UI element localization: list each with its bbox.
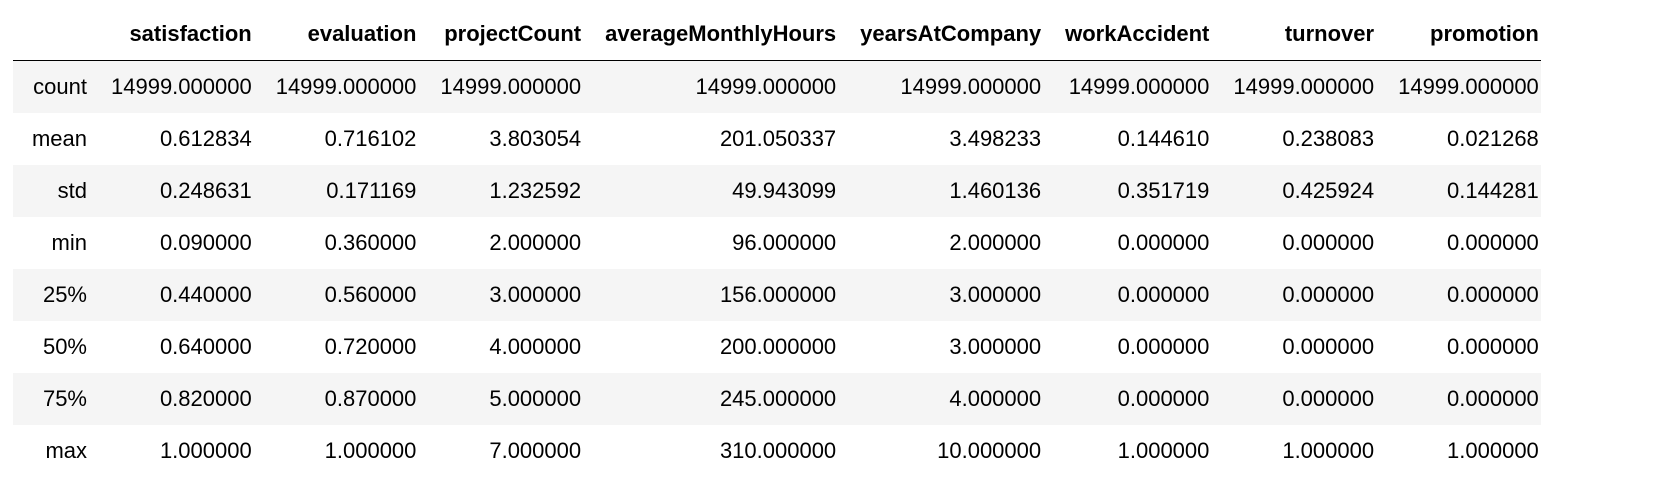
table-cell: 5.000000 xyxy=(489,386,582,411)
row-index-label: std xyxy=(57,178,87,203)
table-cell: 156.000000 xyxy=(719,282,837,307)
column-header: workAccident xyxy=(1041,8,1210,61)
table-cell: 0.612834 xyxy=(159,126,252,151)
table-row: count 14999.000000 14999.000000 14999.00000… xyxy=(13,60,1541,113)
table-cell: 0.000000 xyxy=(1117,230,1210,255)
row-index-label: 75% xyxy=(42,386,87,411)
row-index-label: 50% xyxy=(42,334,87,359)
table-cell: 0.238083 xyxy=(1282,126,1375,151)
table-cell: 0.144281 xyxy=(1447,178,1539,203)
table-cell: 2.000000 xyxy=(489,230,582,255)
table-cell: 0.000000 xyxy=(1447,386,1539,411)
column-header: promotion xyxy=(1374,8,1541,61)
table-cell: 0.090000 xyxy=(159,230,252,255)
row-index-label: max xyxy=(45,438,87,463)
table-cell: 4.000000 xyxy=(489,334,582,359)
table-cell: 1.000000 xyxy=(1282,438,1375,463)
table-cell: 1.460136 xyxy=(949,178,1042,203)
column-header: satisfaction xyxy=(87,8,252,61)
table-cell: 0.144610 xyxy=(1117,126,1210,151)
table-cell: 1.000000 xyxy=(324,438,417,463)
table-cell: 0.351719 xyxy=(1117,178,1210,203)
table-row: 50% 0.640000 0.720000 4.000000 200.000000 3.0… xyxy=(13,321,1541,373)
table-cell: 0.000000 xyxy=(1282,334,1375,359)
table-cell: 3.803054 xyxy=(489,126,582,151)
table-cell: 1.000000 xyxy=(1117,438,1210,463)
table-cell: 0.440000 xyxy=(159,282,252,307)
header-row: satisfaction evaluation projectCount ave… xyxy=(13,8,1541,61)
table-cell: 96.000000 xyxy=(732,230,837,255)
table-cell: 14999.000000 xyxy=(695,74,837,99)
table-cell: 0.716102 xyxy=(324,126,417,151)
table-cell: 0.000000 xyxy=(1117,386,1210,411)
column-header: averageMonthlyHours xyxy=(581,8,837,61)
row-index-label: count xyxy=(33,74,87,99)
table-cell: 0.360000 xyxy=(324,230,417,255)
table-row: min 0.090000 0.360000 2.000000 96.000000 2.00… xyxy=(13,217,1541,269)
table-cell: 0.000000 xyxy=(1117,334,1210,359)
table-cell: 0.000000 xyxy=(1447,334,1539,359)
dataframe-output: satisfaction evaluation projectCount ave… xyxy=(13,8,1541,477)
table-cell: 14999.000000 xyxy=(111,74,252,99)
table-cell: 245.000000 xyxy=(719,386,837,411)
table-cell: 1.232592 xyxy=(489,178,582,203)
table-cell: 3.498233 xyxy=(949,126,1042,151)
table-row: 75% 0.820000 0.870000 5.000000 245.000000 4.0… xyxy=(13,373,1541,425)
row-index-label: mean xyxy=(31,126,87,151)
table-cell: 3.000000 xyxy=(489,282,582,307)
table-cell: 0.425924 xyxy=(1282,178,1375,203)
table-cell: 0.000000 xyxy=(1117,282,1210,307)
table-cell: 7.000000 xyxy=(489,438,582,463)
table-cell: 0.560000 xyxy=(324,282,417,307)
table-cell: 1.000000 xyxy=(159,438,252,463)
table-cell: 0.870000 xyxy=(324,386,417,411)
table-cell: 3.000000 xyxy=(949,334,1042,359)
table-cell: 0.640000 xyxy=(159,334,252,359)
table-cell: 0.000000 xyxy=(1282,230,1375,255)
table-cell: 14999.000000 xyxy=(275,74,417,99)
table-cell: 310.000000 xyxy=(719,438,837,463)
table-cell: 0.720000 xyxy=(324,334,417,359)
table-cell: 14999.000000 xyxy=(900,74,1042,99)
column-header: evaluation xyxy=(251,8,417,61)
table-cell: 0.000000 xyxy=(1282,386,1375,411)
row-index-label: min xyxy=(51,230,87,255)
table-row: 25% 0.440000 0.560000 3.000000 156.000000 3.0… xyxy=(13,269,1541,321)
table-cell: 0.820000 xyxy=(159,386,252,411)
column-header: projectCount xyxy=(416,8,582,61)
table-cell: 49.943099 xyxy=(732,178,837,203)
table-cell: 201.050337 xyxy=(719,126,837,151)
table-cell: 3.000000 xyxy=(949,282,1042,307)
table-cell: 200.000000 xyxy=(719,334,837,359)
table-cell: 14999.000000 xyxy=(440,74,582,99)
table-cell: 0.000000 xyxy=(1447,230,1539,255)
column-header: turnover xyxy=(1209,8,1375,61)
row-index-label: 25% xyxy=(42,282,87,307)
table-cell: 10.000000 xyxy=(937,438,1042,463)
table-cell: 4.000000 xyxy=(949,386,1042,411)
column-header: yearsAtCompany xyxy=(836,8,1042,61)
table-cell: 14999.000000 xyxy=(1233,74,1375,99)
table-body: count 14999.000000 14999.000000 14999.00000… xyxy=(13,60,1541,477)
table-row: mean 0.612834 0.716102 3.803054 201.050337 3.… xyxy=(13,113,1541,165)
table-cell: 0.000000 xyxy=(1282,282,1375,307)
table-cell: 0.021268 xyxy=(1447,126,1539,151)
table-row: std 0.248631 0.171169 1.232592 49.943099 1.46… xyxy=(13,165,1541,217)
table-row: max 1.000000 1.000000 7.000000 310.000000 10.… xyxy=(13,425,1541,477)
describe-table: satisfaction evaluation projectCount ave… xyxy=(13,8,1541,477)
table-cell: 14999.000000 xyxy=(1398,74,1539,99)
table-cell: 2.000000 xyxy=(949,230,1042,255)
table-cell: 14999.000000 xyxy=(1068,74,1210,99)
table-cell: 0.171169 xyxy=(326,178,417,203)
table-cell: 0.000000 xyxy=(1447,282,1539,307)
index-header xyxy=(13,8,87,61)
table-cell: 1.000000 xyxy=(1447,438,1539,463)
table-cell: 0.248631 xyxy=(159,178,252,203)
